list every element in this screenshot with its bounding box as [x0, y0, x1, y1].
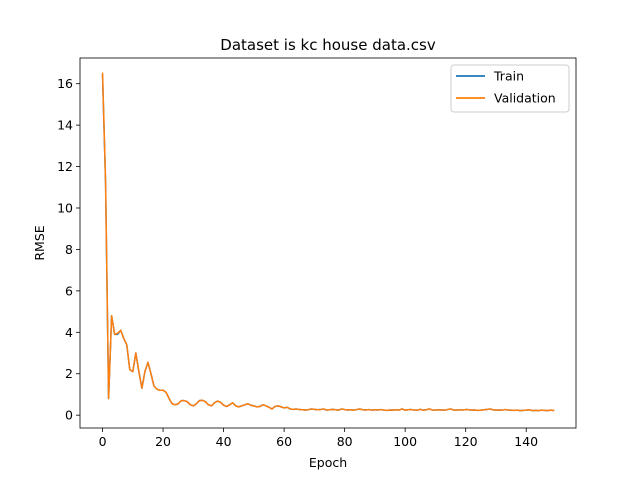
y-tick-label: 0: [65, 408, 73, 423]
x-tick-label: 140: [514, 434, 538, 449]
y-tick-label: 12: [57, 159, 73, 174]
x-tick-label: 60: [276, 434, 292, 449]
y-tick-label: 2: [65, 366, 73, 381]
x-tick-label: 40: [216, 434, 232, 449]
y-tick-label: 4: [65, 325, 73, 340]
x-tick-label: 120: [454, 434, 478, 449]
chart-title: Dataset is kc house data.csv: [220, 36, 436, 54]
plot-area: [79, 57, 577, 429]
y-tick-label: 10: [57, 200, 73, 215]
series-line-validation: [101, 72, 555, 412]
x-tick-label: 100: [393, 434, 417, 449]
plot-frame: [79, 57, 577, 429]
y-tick-label: 16: [57, 76, 73, 91]
y-axis-ticks: 0 2 4 6 8 10 12 14 16: [57, 76, 80, 423]
y-tick-label: 6: [65, 283, 73, 298]
legend-label-train: Train: [493, 69, 524, 84]
x-axis-ticks: 0 20 40 60 80 100 120 140: [99, 428, 538, 449]
series-layer: [101, 72, 555, 412]
series-line-train: [101, 74, 555, 412]
y-axis-label: RMSE: [32, 225, 47, 260]
legend-label-validation: Validation: [494, 91, 556, 106]
y-tick-label: 14: [57, 118, 73, 133]
x-tick-label: 80: [337, 434, 353, 449]
y-tick-label: 8: [65, 242, 73, 257]
x-tick-label: 0: [99, 434, 107, 449]
legend: Train Validation: [450, 64, 570, 113]
x-tick-label: 20: [155, 434, 171, 449]
x-axis-label: Epoch: [309, 455, 347, 470]
